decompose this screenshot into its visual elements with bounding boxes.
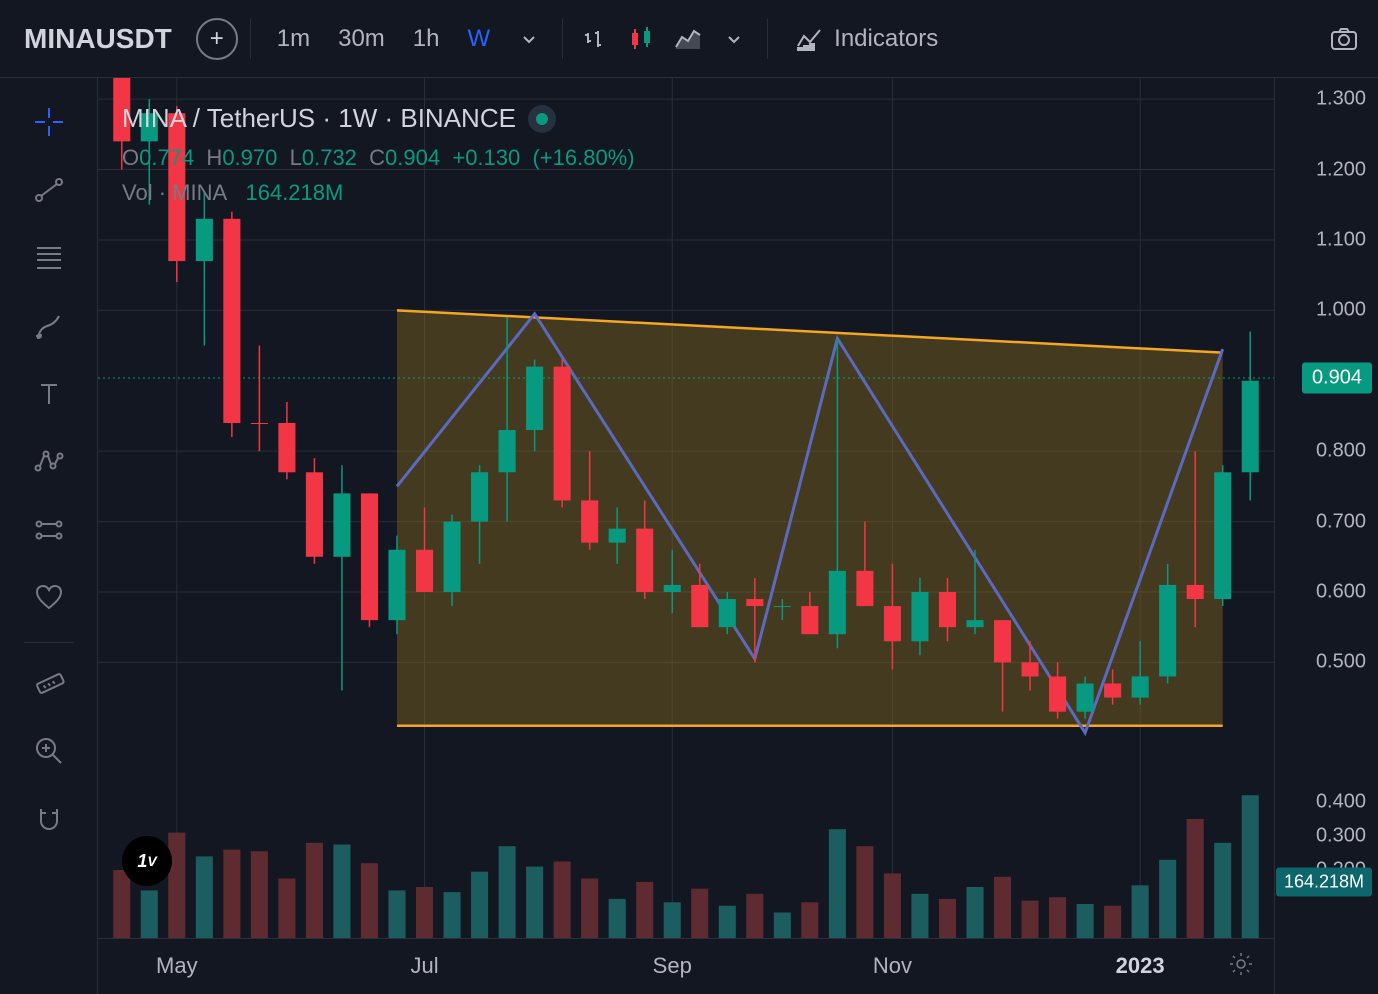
y-tick: 0.600 xyxy=(1316,580,1366,603)
trendline-tool[interactable] xyxy=(17,158,81,222)
chart-area[interactable]: MINA / TetherUS · 1W · BINANCE O0.774 H0… xyxy=(98,78,1274,994)
vol-tick: 0.400 xyxy=(1316,791,1366,814)
chevron-down-icon[interactable] xyxy=(713,18,755,60)
candles-style-icon[interactable] xyxy=(621,18,663,60)
brush-tool[interactable] xyxy=(17,294,81,358)
fib-tool[interactable] xyxy=(17,226,81,290)
price-tag: 0.904 xyxy=(1302,362,1372,393)
side-toolbar xyxy=(0,78,98,994)
symbol-name[interactable]: MINAUSDT xyxy=(12,23,184,55)
symbol-info: MINA / TetherUS · 1W · BINANCE O0.774 H0… xyxy=(122,98,635,210)
magnet-tool[interactable] xyxy=(17,787,81,851)
x-tick: Nov xyxy=(873,953,912,979)
zoom-tool[interactable] xyxy=(17,719,81,783)
timeframe-1m[interactable]: 1m xyxy=(263,17,324,61)
volume-tag: 164.218M xyxy=(1276,868,1372,897)
indicators-label: Indicators xyxy=(834,25,938,53)
bars-style-icon[interactable] xyxy=(575,18,617,60)
gear-icon[interactable] xyxy=(1226,949,1260,983)
x-tick: Sep xyxy=(653,953,692,979)
vol-tick: 0.300 xyxy=(1316,825,1366,848)
volume-row: Vol · MINA 164.218M xyxy=(122,175,635,210)
y-tick: 1.000 xyxy=(1316,299,1366,322)
y-tick: 0.700 xyxy=(1316,510,1366,533)
text-tool[interactable] xyxy=(17,362,81,426)
timeframe-W[interactable]: W xyxy=(454,17,505,61)
y-tick: 1.300 xyxy=(1316,88,1366,111)
indicators-button[interactable]: Indicators xyxy=(780,24,952,54)
area-style-icon[interactable] xyxy=(667,18,709,60)
x-tick: Jul xyxy=(410,953,438,979)
crosshair-tool[interactable] xyxy=(17,90,81,154)
y-axis[interactable]: 1.300 1.200 1.100 1.000 0.904 0.800 0.700 0.600… xyxy=(1274,78,1378,994)
measure-tool[interactable] xyxy=(17,651,81,715)
market-status-icon xyxy=(528,105,556,133)
x-axis[interactable]: May Jul Sep Nov 2023 xyxy=(98,938,1274,994)
timeframe-1h[interactable]: 1h xyxy=(399,17,454,61)
x-tick: 2023 xyxy=(1116,953,1165,979)
x-tick: May xyxy=(156,953,198,979)
divider xyxy=(24,642,74,643)
timeframe-30m[interactable]: 30m xyxy=(324,17,399,61)
divider xyxy=(250,19,251,59)
y-tick: 0.800 xyxy=(1316,440,1366,463)
symbol-title: MINA / TetherUS · 1W · BINANCE xyxy=(122,98,516,140)
y-tick: 0.500 xyxy=(1316,651,1366,674)
favorite-tool[interactable] xyxy=(17,566,81,630)
tradingview-logo: 1V xyxy=(122,836,172,886)
pattern-tool[interactable] xyxy=(17,430,81,494)
add-symbol-button[interactable]: + xyxy=(196,18,238,60)
ohlc-row: O0.774 H0.970 L0.732 C0.904 +0.130 (+16.… xyxy=(122,140,635,175)
divider xyxy=(562,19,563,59)
divider xyxy=(767,19,768,59)
top-toolbar: MINAUSDT + 1m30m1hW Indicators xyxy=(0,0,1378,78)
snapshot-button[interactable] xyxy=(1322,17,1366,61)
forecast-tool[interactable] xyxy=(17,498,81,562)
chevron-down-icon[interactable] xyxy=(508,18,550,60)
y-tick: 1.100 xyxy=(1316,228,1366,251)
y-tick: 1.200 xyxy=(1316,158,1366,181)
